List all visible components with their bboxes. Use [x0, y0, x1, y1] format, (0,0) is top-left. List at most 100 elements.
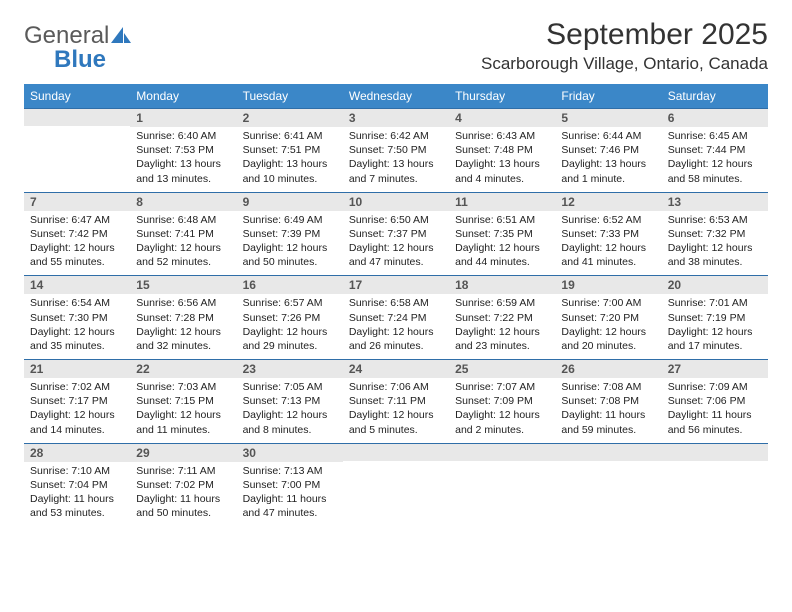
sunset: Sunset: 7:06 PM	[668, 394, 762, 408]
week-row: 14Sunrise: 6:54 AMSunset: 7:30 PMDayligh…	[24, 275, 768, 359]
day-cell: 10Sunrise: 6:50 AMSunset: 7:37 PMDayligh…	[343, 192, 449, 276]
day-number: 30	[237, 443, 343, 462]
day-number: 29	[130, 443, 236, 462]
sunrise: Sunrise: 7:09 AM	[668, 380, 762, 394]
day-info: Sunrise: 7:08 AMSunset: 7:08 PMDaylight:…	[555, 378, 661, 443]
day-cell: 5Sunrise: 6:44 AMSunset: 7:46 PMDaylight…	[555, 108, 661, 192]
sunrise: Sunrise: 7:02 AM	[30, 380, 124, 394]
day-number: 15	[130, 275, 236, 294]
sunrise: Sunrise: 6:52 AM	[561, 213, 655, 227]
day-number: 21	[24, 359, 130, 378]
day-number: 4	[449, 108, 555, 127]
day-cell: 17Sunrise: 6:58 AMSunset: 7:24 PMDayligh…	[343, 275, 449, 359]
day-cell	[555, 443, 661, 527]
day-number: 3	[343, 108, 449, 127]
empty-day-bar	[343, 443, 449, 461]
day-cell: 21Sunrise: 7:02 AMSunset: 7:17 PMDayligh…	[24, 359, 130, 443]
calendar: Sunday Monday Tuesday Wednesday Thursday…	[24, 84, 768, 526]
location: Scarborough Village, Ontario, Canada	[481, 54, 768, 74]
day-number: 11	[449, 192, 555, 211]
daylight: Daylight: 11 hours and 56 minutes.	[668, 408, 762, 436]
sunset: Sunset: 7:04 PM	[30, 478, 124, 492]
daylight: Daylight: 12 hours and 50 minutes.	[243, 241, 337, 269]
daylight: Daylight: 13 hours and 13 minutes.	[136, 157, 230, 185]
day-cell: 23Sunrise: 7:05 AMSunset: 7:13 PMDayligh…	[237, 359, 343, 443]
sunset: Sunset: 7:35 PM	[455, 227, 549, 241]
day-header-row: Sunday Monday Tuesday Wednesday Thursday…	[24, 84, 768, 108]
sunset: Sunset: 7:50 PM	[349, 143, 443, 157]
logo-text: General Blue	[24, 24, 133, 72]
daylight: Daylight: 12 hours and 32 minutes.	[136, 325, 230, 353]
day-cell: 16Sunrise: 6:57 AMSunset: 7:26 PMDayligh…	[237, 275, 343, 359]
empty-day-bar	[449, 443, 555, 461]
day-cell: 7Sunrise: 6:47 AMSunset: 7:42 PMDaylight…	[24, 192, 130, 276]
day-cell: 27 Sunrise: 7:09 AMSunset: 7:06 PMDayligh…	[662, 359, 768, 443]
daylight: Daylight: 13 hours and 10 minutes.	[243, 157, 337, 185]
sunrise: Sunrise: 6:57 AM	[243, 296, 337, 310]
day-info: Sunrise: 7:06 AMSunset: 7:11 PMDaylight:…	[343, 378, 449, 443]
day-cell: 13Sunrise: 6:53 AMSunset: 7:32 PMDayligh…	[662, 192, 768, 276]
month-title: September 2025	[481, 18, 768, 52]
day-info: Sunrise: 6:48 AMSunset: 7:41 PMDaylight:…	[130, 211, 236, 276]
empty-day-bar	[555, 443, 661, 461]
sunrise: Sunrise: 7:13 AM	[243, 464, 337, 478]
sunset: Sunset: 7:44 PM	[668, 143, 762, 157]
sunrise: Sunrise: 6:44 AM	[561, 129, 655, 143]
daylight: Daylight: 11 hours and 50 minutes.	[136, 492, 230, 520]
sunset: Sunset: 7:26 PM	[243, 311, 337, 325]
sunrise: Sunrise: 6:45 AM	[668, 129, 762, 143]
day-header-wednesday: Wednesday	[343, 84, 449, 108]
day-cell: 12 Sunrise: 6:52 AMSunset: 7:33 PMDayligh…	[555, 192, 661, 276]
empty-day-bar	[662, 443, 768, 461]
sunrise: Sunrise: 6:50 AM	[349, 213, 443, 227]
sunrise: Sunrise: 6:49 AM	[243, 213, 337, 227]
sunrise: Sunrise: 7:03 AM	[136, 380, 230, 394]
day-cell: 3Sunrise: 6:42 AMSunset: 7:50 PMDaylight…	[343, 108, 449, 192]
day-info: Sunrise: 7:00 AMSunset: 7:20 PMDaylight:…	[555, 294, 661, 359]
sunset: Sunset: 7:28 PM	[136, 311, 230, 325]
daylight: Daylight: 12 hours and 44 minutes.	[455, 241, 549, 269]
sunrise: Sunrise: 6:47 AM	[30, 213, 124, 227]
sunrise: Sunrise: 7:08 AM	[561, 380, 655, 394]
sunrise: Sunrise: 6:51 AM	[455, 213, 549, 227]
day-number: 14	[24, 275, 130, 294]
day-info: Sunrise: 6:47 AMSunset: 7:42 PMDaylight:…	[24, 211, 130, 276]
sunset: Sunset: 7:33 PM	[561, 227, 655, 241]
sunset: Sunset: 7:51 PM	[243, 143, 337, 157]
day-header-thursday: Thursday	[449, 84, 555, 108]
daylight: Daylight: 12 hours and 41 minutes.	[561, 241, 655, 269]
day-info: Sunrise: 7:11 AMSunset: 7:02 PMDaylight:…	[130, 462, 236, 527]
sunset: Sunset: 7:19 PM	[668, 311, 762, 325]
day-info: Sunrise: 6:50 AMSunset: 7:37 PMDaylight:…	[343, 211, 449, 276]
day-cell: 19Sunrise: 7:00 AMSunset: 7:20 PMDayligh…	[555, 275, 661, 359]
day-number: 1	[130, 108, 236, 127]
day-number: 12	[555, 192, 661, 211]
daylight: Daylight: 12 hours and 23 minutes.	[455, 325, 549, 353]
day-number: 22	[130, 359, 236, 378]
week-row: 7Sunrise: 6:47 AMSunset: 7:42 PMDaylight…	[24, 192, 768, 276]
sunset: Sunset: 7:24 PM	[349, 311, 443, 325]
day-number: 27	[662, 359, 768, 378]
day-cell: 15Sunrise: 6:56 AMSunset: 7:28 PMDayligh…	[130, 275, 236, 359]
day-info: Sunrise: 6:54 AMSunset: 7:30 PMDaylight:…	[24, 294, 130, 359]
day-number: 23	[237, 359, 343, 378]
sunrise: Sunrise: 6:41 AM	[243, 129, 337, 143]
sunrise: Sunrise: 6:48 AM	[136, 213, 230, 227]
day-info: Sunrise: 7:03 AMSunset: 7:15 PMDaylight:…	[130, 378, 236, 443]
week-row: 28Sunrise: 7:10 AMSunset: 7:04 PMDayligh…	[24, 443, 768, 527]
day-cell: 22Sunrise: 7:03 AMSunset: 7:15 PMDayligh…	[130, 359, 236, 443]
sunset: Sunset: 7:39 PM	[243, 227, 337, 241]
day-info: Sunrise: 7:05 AMSunset: 7:13 PMDaylight:…	[237, 378, 343, 443]
day-info: Sunrise: 6:42 AMSunset: 7:50 PMDaylight:…	[343, 127, 449, 192]
daylight: Daylight: 12 hours and 58 minutes.	[668, 157, 762, 185]
daylight: Daylight: 12 hours and 29 minutes.	[243, 325, 337, 353]
logo-sail-icon	[111, 27, 133, 43]
day-cell	[662, 443, 768, 527]
sunset: Sunset: 7:17 PM	[30, 394, 124, 408]
sunset: Sunset: 7:11 PM	[349, 394, 443, 408]
daylight: Daylight: 12 hours and 5 minutes.	[349, 408, 443, 436]
daylight: Daylight: 12 hours and 47 minutes.	[349, 241, 443, 269]
daylight: Daylight: 11 hours and 53 minutes.	[30, 492, 124, 520]
sunset: Sunset: 7:20 PM	[561, 311, 655, 325]
daylight: Daylight: 12 hours and 26 minutes.	[349, 325, 443, 353]
